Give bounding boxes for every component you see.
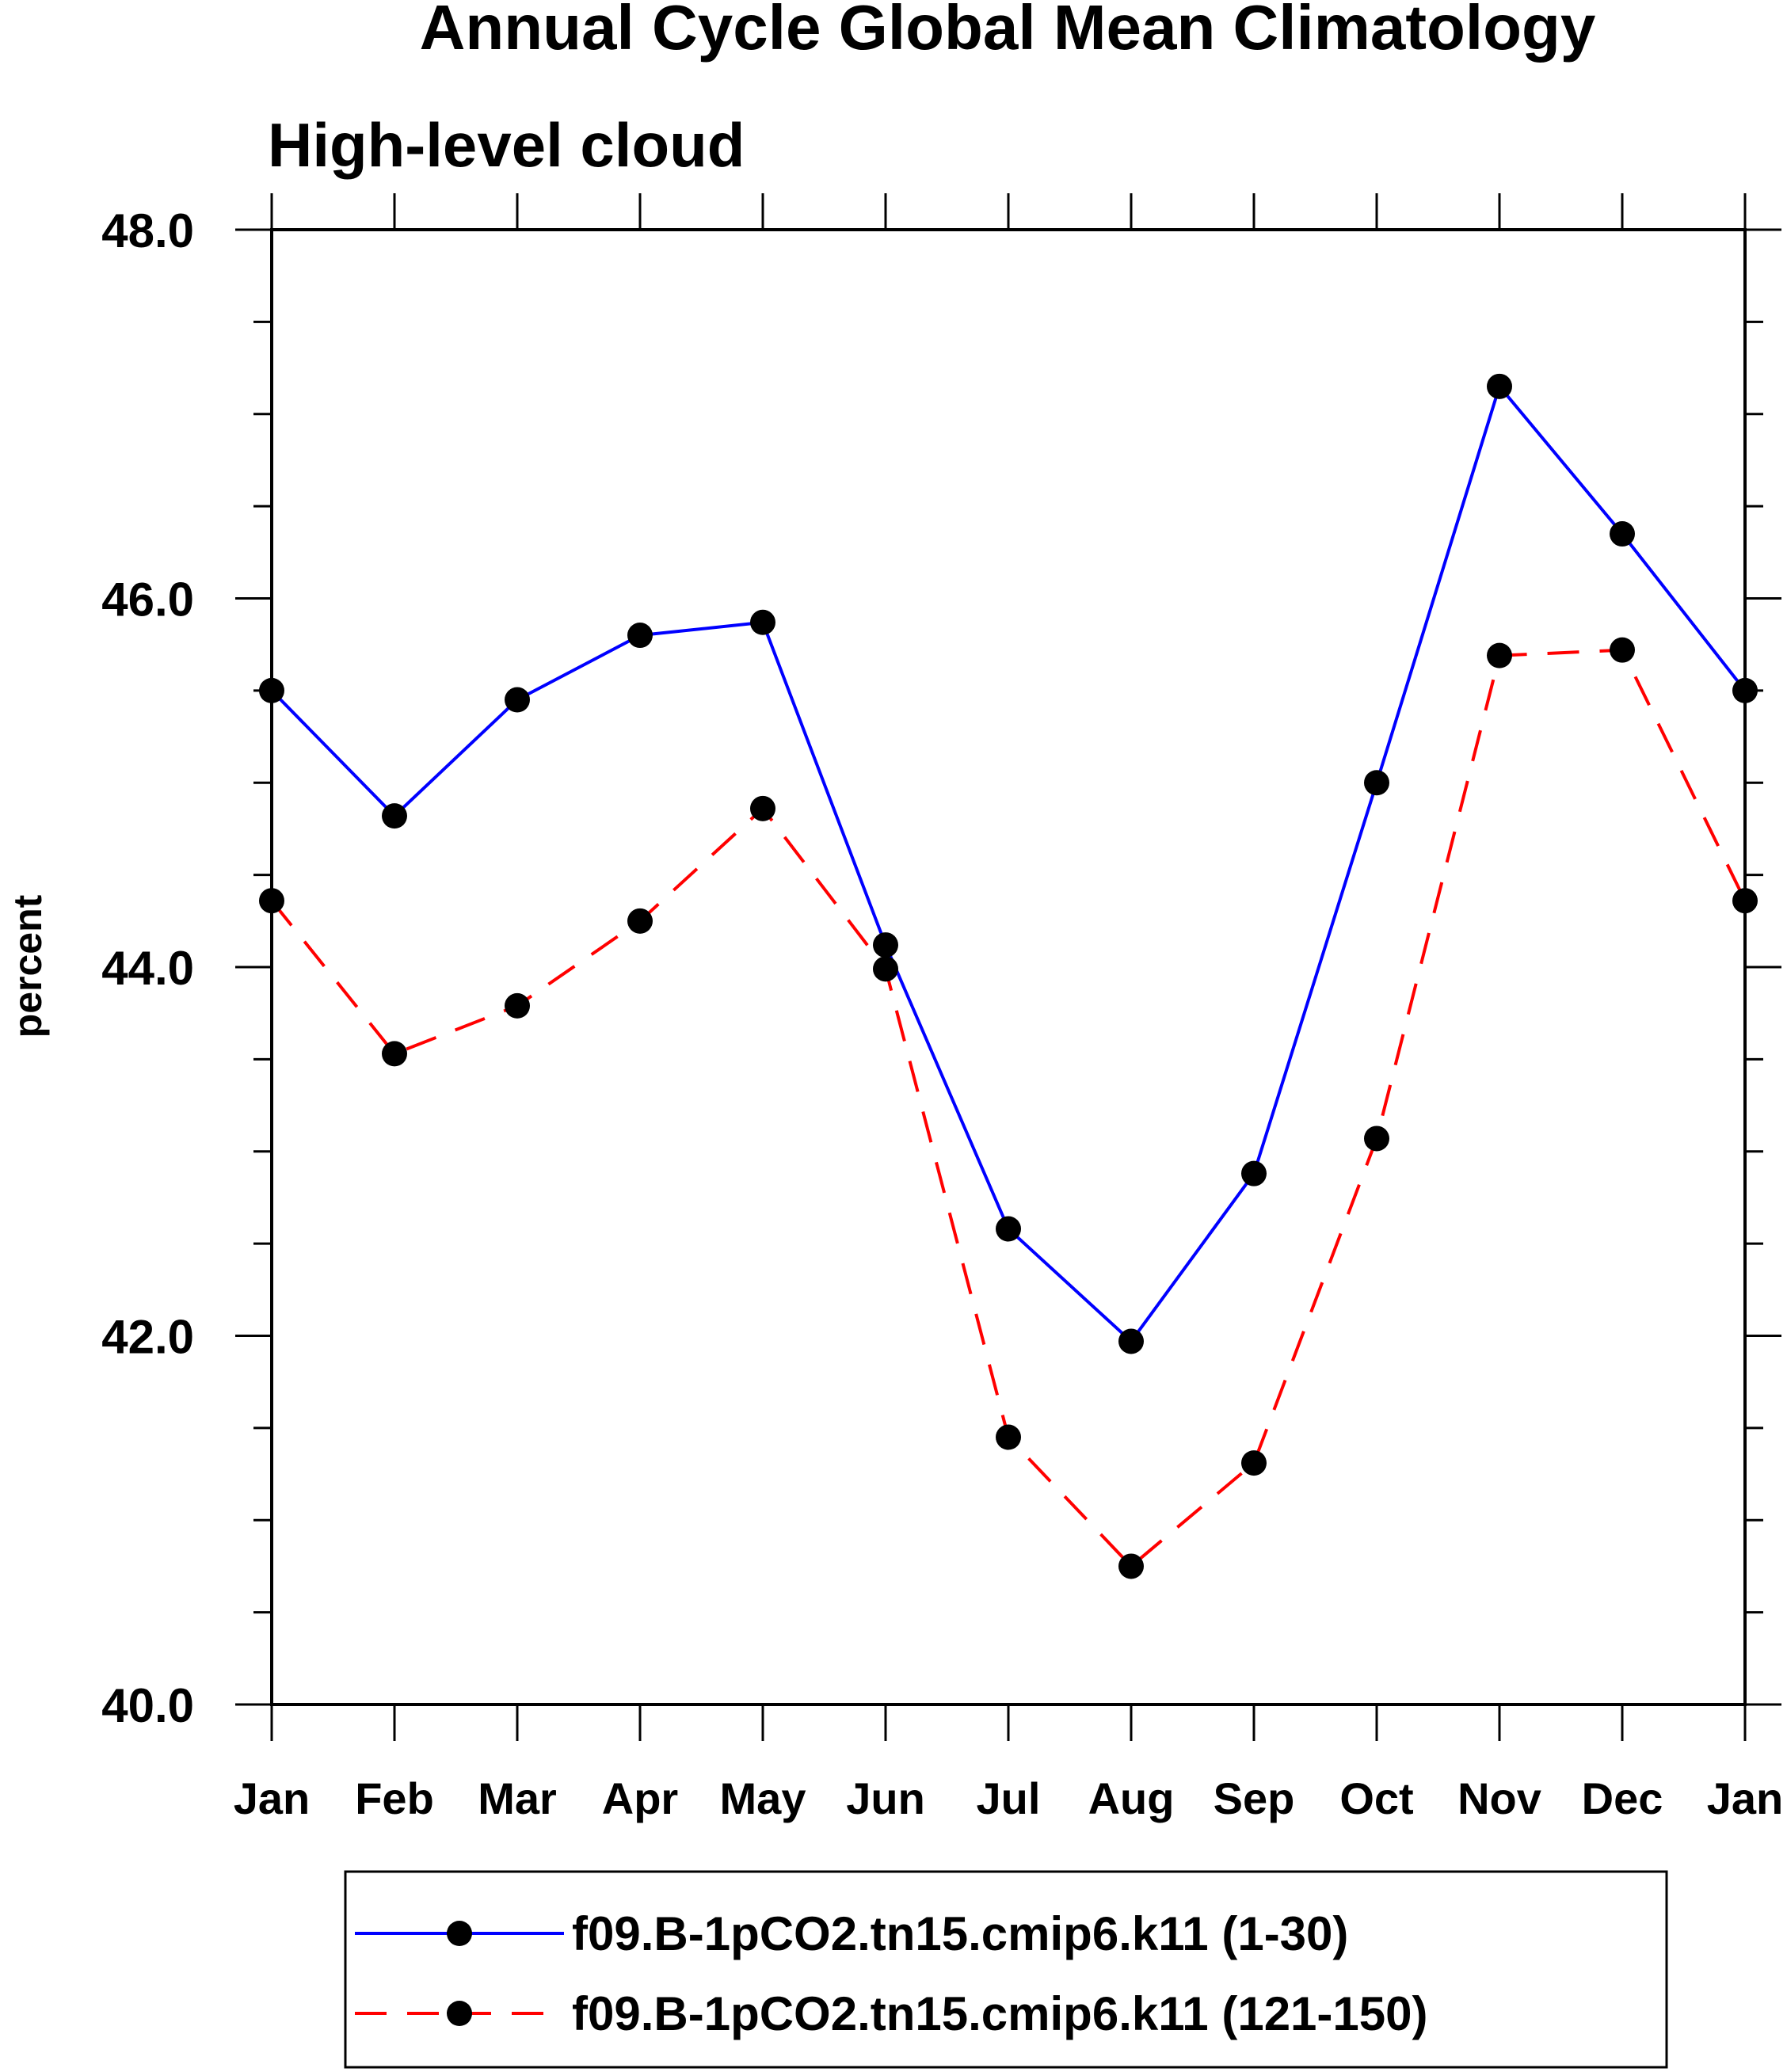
data-point-series-1	[1610, 521, 1635, 547]
data-point-series-1	[1241, 1160, 1267, 1186]
chart-subtitle: High-level cloud	[268, 110, 745, 180]
data-point-series-1	[382, 803, 407, 829]
data-point-series-2	[873, 956, 898, 982]
x-tick-label: Jan	[1707, 1773, 1784, 1823]
data-point-series-1	[750, 609, 775, 635]
x-tick-label: Mar	[478, 1773, 557, 1823]
y-tick-label: 44.0	[101, 942, 194, 995]
data-point-series-2	[382, 1041, 407, 1067]
data-point-series-2	[1241, 1450, 1267, 1476]
data-point-series-1	[259, 677, 284, 703]
x-axis-ticks: Jan Feb Mar Apr May Jun Jul Aug Sep Oct Nov Dec Jan	[234, 193, 1784, 1823]
y-tick-label: 48.0	[101, 204, 194, 257]
data-point-series-2	[1364, 1126, 1389, 1152]
y-tick-label: 46.0	[101, 573, 194, 627]
data-point-series-2	[259, 888, 284, 914]
legend-label-series-2: f09.B-1pCO2.tn15.cmip6.k11 (121-150)	[572, 1987, 1428, 2040]
legend-marker-series-1	[447, 1921, 472, 1946]
y-axis-ticks: 40.0 42.0 44.0 46.0 48.0	[101, 204, 1781, 1732]
data-point-series-1	[996, 1216, 1021, 1242]
data-point-series-2	[627, 908, 653, 934]
y-tick-label: 40.0	[101, 1679, 194, 1732]
x-tick-label: Feb	[355, 1773, 434, 1823]
data-point-series-2	[505, 992, 530, 1019]
data-point-series-1	[873, 932, 898, 958]
x-tick-label: Jul	[977, 1773, 1041, 1823]
legend: f09.B-1pCO2.tn15.cmip6.k11 (1-30) f09.B-…	[344, 1870, 1668, 2069]
x-tick-label: Aug	[1088, 1773, 1175, 1823]
data-point-series-1	[627, 623, 653, 649]
data-point-series-2	[996, 1424, 1021, 1450]
x-tick-label: Sep	[1214, 1773, 1295, 1823]
data-point-series-2	[1487, 642, 1512, 668]
x-tick-label: Nov	[1457, 1773, 1541, 1823]
data-point-series-2	[750, 795, 775, 821]
x-tick-label: Jun	[846, 1773, 925, 1823]
y-axis-label: percent	[6, 894, 50, 1038]
data-point-series-1	[1487, 373, 1512, 399]
x-tick-label: May	[720, 1773, 806, 1823]
data-point-series-2	[1732, 888, 1758, 914]
data-point-series-2	[1118, 1553, 1144, 1579]
x-tick-label: Jan	[234, 1773, 311, 1823]
data-point-series-2	[1610, 637, 1635, 663]
x-tick-label: Dec	[1582, 1773, 1663, 1823]
plot-frame	[270, 228, 1747, 1706]
x-tick-label: Oct	[1339, 1773, 1413, 1823]
chart-title: Annual Cycle Global Mean Climatology	[420, 0, 1596, 63]
legend-marker-series-2	[447, 2001, 472, 2026]
series-layer	[259, 373, 1758, 1579]
legend-label-series-1: f09.B-1pCO2.tn15.cmip6.k11 (1-30)	[572, 1907, 1348, 1960]
legend-box	[344, 1870, 1668, 2069]
y-tick-label: 42.0	[101, 1311, 194, 1364]
data-point-series-1	[505, 687, 530, 713]
data-point-series-1	[1364, 770, 1389, 796]
data-point-series-1	[1732, 677, 1758, 703]
data-point-series-1	[1118, 1328, 1144, 1354]
x-tick-label: Apr	[602, 1773, 678, 1823]
series-line-1	[270, 383, 1747, 1344]
